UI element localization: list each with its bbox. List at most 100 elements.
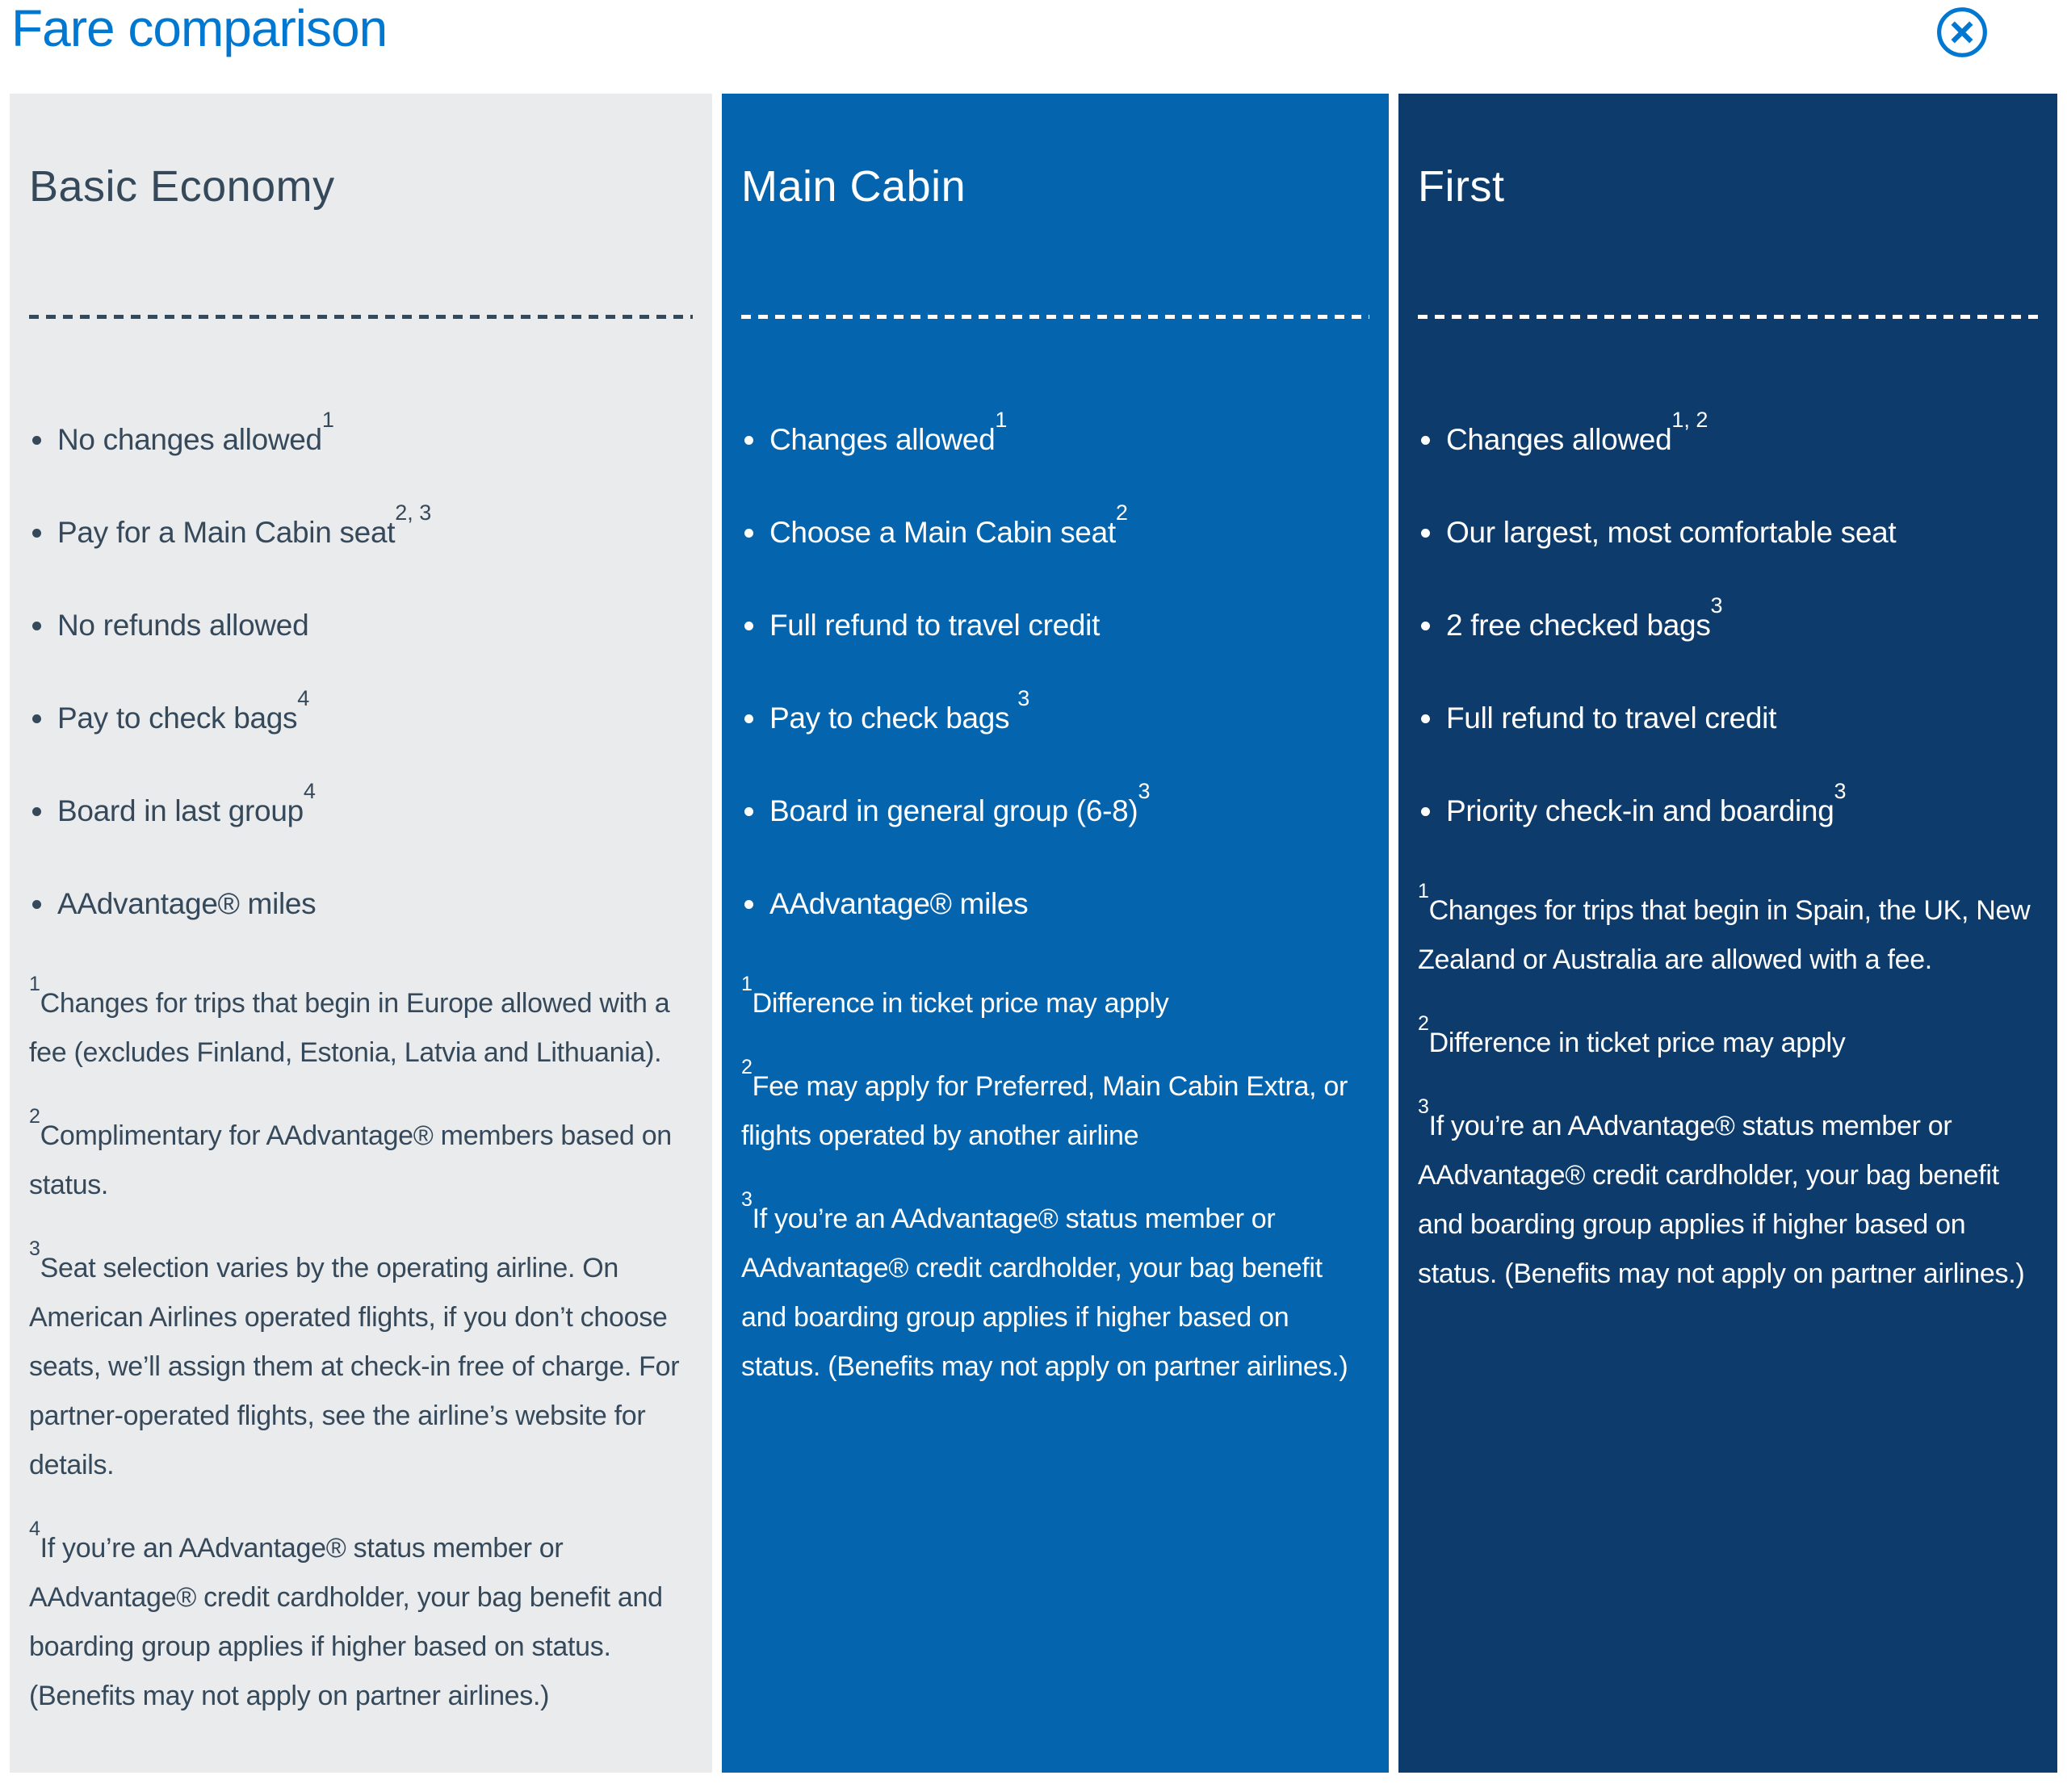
column-title: First [1418,162,1505,211]
footnote-ref: 4 [303,778,316,803]
benefit-item: Board in general group (6-8)3 [741,778,1369,829]
footnote: 3If you’re an AAdvantage® status member … [741,1187,1348,1383]
benefit-text: Full refund to travel credit [1446,701,1777,735]
fare-column-first: First Changes allowed1, 2 Our largest, mo… [1398,94,2057,1773]
benefit-list: No changes allowed1 Pay for a Main Cabin … [29,407,693,922]
fare-column-main-cabin: Main Cabin Changes allowed1 Choose a Main… [722,94,1389,1773]
benefit-text: Pay to check bags4 [57,685,310,735]
benefit-item: Board in last group4 [29,778,693,829]
bullet-dot [32,529,41,538]
footnote-ref: 1 [995,407,1008,432]
benefit-text: Changes allowed1 [769,407,1008,457]
benefit-item: No changes allowed1 [29,407,693,458]
benefit-text: Choose a Main Cabin seat2 [769,500,1128,550]
benefit-item: 2 free checked bags3 [1418,592,2038,643]
footnote: 2Difference in ticket price may apply [1418,1011,1846,1059]
footnote-ref: 3 [1834,778,1847,803]
bullet-dot [32,436,41,446]
bullet-dot [1421,807,1430,817]
benefit-item: Changes allowed1, 2 [1418,407,2038,458]
benefit-text: No changes allowed1 [57,407,334,457]
footnote-ref: 4 [297,685,310,710]
benefit-text: AAdvantage® miles [769,887,1029,921]
benefit-text: Board in general group (6-8)3 [769,778,1151,828]
benefit-item: Full refund to travel credit [1418,701,2038,736]
benefit-text: Board in last group4 [57,778,316,828]
footnote-number: 3 [741,1187,753,1211]
footnote-ref: 3 [1138,778,1151,803]
footnote-number: 1 [741,972,753,995]
bullet-dot [1421,529,1430,538]
benefit-item: AAdvantage® miles [741,886,1369,922]
footnote: 2Fee may apply for Preferred, Main Cabin… [741,1055,1348,1152]
footnote-ref: 3 [1017,685,1030,710]
bullet-dot [744,529,753,538]
dashed-divider [741,315,1369,320]
footnote-list: 1Difference in ticket price may apply 2Fe… [741,972,1369,1392]
benefit-item: AAdvantage® miles [29,886,693,922]
benefit-item: Full refund to travel credit [741,608,1369,643]
footnote-ref: 1 [321,407,334,432]
benefit-item: Priority check-in and boarding3 [1418,778,2038,829]
footnote: 1Changes for trips that begin in Spain, … [1418,879,2031,976]
dashed-divider [29,315,693,320]
bullet-dot [744,436,753,446]
bullet-dot [1421,622,1430,631]
benefit-text: AAdvantage® miles [57,887,317,921]
footnote-ref: 1, 2 [1671,407,1709,432]
bullet-dot [32,807,41,817]
benefit-item: Our largest, most comfortable seat [1418,515,2038,551]
column-title: Basic Economy [29,162,335,211]
footnote: 3If you’re an AAdvantage® status member … [1418,1095,2025,1290]
column-title: Main Cabin [741,162,966,211]
benefit-text: Pay to check bags 3 [769,685,1030,735]
benefit-text: 2 free checked bags3 [1446,592,1723,643]
benefit-item: Choose a Main Cabin seat2 [741,500,1369,551]
footnote: 3Seat selection varies by the operating … [29,1237,680,1481]
modal-header: Fare comparison [0,0,2067,94]
benefit-text: No refunds allowed [57,609,309,643]
bullet-dot [1421,436,1430,446]
footnote-number: 2 [29,1104,40,1128]
footnote-list: 1Changes for trips that begin in Spain, … [1418,879,2038,1299]
benefit-item: Changes allowed1 [741,407,1369,458]
close-button[interactable] [1935,5,1989,60]
bullet-dot [32,622,41,631]
footnote: 4If you’re an AAdvantage® status member … [29,1517,663,1712]
footnote-number: 3 [1418,1095,1429,1118]
benefit-text: Our largest, most comfortable seat [1446,516,1897,550]
bullet-dot [32,714,41,724]
benefit-text: Changes allowed1, 2 [1446,407,1709,457]
footnote-number: 2 [1418,1011,1429,1035]
footnote-number: 1 [29,972,40,995]
benefit-item: Pay to check bags 3 [741,685,1369,736]
benefit-item: No refunds allowed [29,608,693,643]
benefit-list: Changes allowed1, 2 Our largest, most com… [1418,407,2038,829]
benefit-text: Full refund to travel credit [769,609,1101,643]
bullet-dot [744,807,753,817]
footnote-ref: 3 [1710,592,1723,618]
benefit-item: Pay to check bags4 [29,685,693,736]
bullet-dot [744,714,753,724]
footnote-number: 3 [29,1237,40,1260]
footnote-ref: 2 [1115,500,1128,525]
bullet-dot [744,622,753,631]
footnote: 1Changes for trips that begin in Europe … [29,972,670,1069]
circle-x-icon [1935,7,1989,62]
benefit-item: Pay for a Main Cabin seat2, 3 [29,500,693,551]
bullet-dot [1421,714,1430,724]
footnote-ref: 2, 3 [395,500,432,525]
page-title: Fare comparison [11,0,388,57]
footnote-list: 1Changes for trips that begin in Europe … [29,972,693,1721]
footnote-number: 4 [29,1517,40,1540]
benefit-list: Changes allowed1 Choose a Main Cabin seat… [741,407,1369,922]
footnote: 1Difference in ticket price may apply [741,972,1169,1020]
footnote-number: 2 [741,1055,753,1078]
footnote-number: 1 [1418,879,1429,902]
footnote: 2Complimentary for AAdvantage® members b… [29,1104,672,1201]
benefit-text: Priority check-in and boarding3 [1446,778,1847,828]
bullet-dot [32,900,41,910]
dashed-divider [1418,315,2038,320]
benefit-text: Pay for a Main Cabin seat2, 3 [57,500,432,550]
fare-column-basic-economy: Basic Economy No changes allowed1 Pay for… [10,94,712,1773]
